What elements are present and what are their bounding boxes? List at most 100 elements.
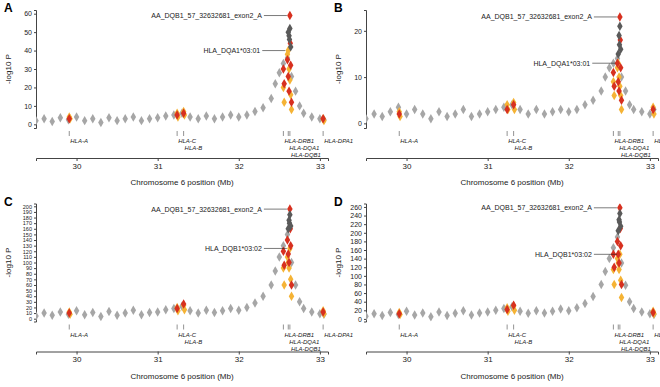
- y-tick-mark: [364, 276, 366, 277]
- point: [289, 97, 294, 106]
- x-tick-label: 33: [646, 355, 655, 364]
- point: [281, 64, 286, 73]
- x-tick: 30: [403, 352, 412, 365]
- y-tick-label: 80: [26, 271, 32, 277]
- annotation: AA_DQB1_57_32632681_exon2_A: [151, 12, 262, 20]
- point: [82, 310, 87, 319]
- point: [174, 304, 179, 313]
- point: [574, 303, 579, 312]
- y-tick: 30: [24, 66, 36, 73]
- point: [204, 306, 209, 315]
- x-axis-line: [37, 159, 329, 162]
- point: [320, 114, 325, 123]
- y-tick-label: 200: [23, 204, 32, 210]
- point: [147, 308, 152, 317]
- annotation-line: [594, 254, 617, 255]
- gene-label: HLA-DQB1: [621, 346, 651, 352]
- point: [288, 61, 293, 70]
- point: [288, 241, 293, 250]
- y-tick: 180: [23, 215, 36, 221]
- point: [452, 109, 457, 118]
- point: [195, 308, 200, 317]
- y-tick-mark: [364, 224, 366, 225]
- point: [297, 101, 302, 110]
- y-tick-mark: [364, 77, 366, 78]
- point: [542, 109, 547, 118]
- y-tick: 110: [23, 254, 36, 260]
- y-tick-mark: [34, 263, 36, 264]
- point: [397, 309, 402, 318]
- point: [558, 304, 563, 313]
- y-tick-label: 140: [23, 237, 32, 243]
- point: [114, 116, 119, 125]
- point: [611, 91, 616, 100]
- point: [639, 107, 644, 116]
- point: [616, 226, 621, 235]
- y-tick-mark: [34, 274, 36, 275]
- y-axis: 01020: [354, 11, 366, 129]
- annotation-line: [592, 63, 615, 64]
- gene-mark: [177, 325, 178, 330]
- panel-label: A: [4, 1, 13, 15]
- series: [397, 204, 656, 319]
- y-tick-mark: [34, 307, 36, 308]
- point: [412, 310, 417, 319]
- point: [582, 100, 587, 109]
- y-tick: 20: [354, 28, 366, 35]
- point: [477, 109, 482, 118]
- y-tick-label: 0: [358, 120, 362, 127]
- y-tick: 140: [350, 255, 366, 262]
- point: [286, 249, 291, 258]
- point: [627, 100, 632, 109]
- annotation: AA_DQB1_57_32632681_exon2_A: [481, 204, 592, 212]
- y-tick-label: 110: [23, 254, 32, 260]
- x-axis-title: Chromosome 6 position (Mb): [130, 178, 233, 187]
- y-tick: 0: [28, 121, 36, 128]
- point: [616, 77, 621, 86]
- y-tick: 190: [23, 209, 36, 215]
- point: [397, 109, 402, 118]
- point: [281, 247, 286, 256]
- gene-label: HLA-DQB1: [621, 152, 651, 158]
- x-axis: 30313233: [367, 158, 659, 171]
- annotation: AA_DQB1_57_32632681_exon2_A: [151, 206, 262, 214]
- y-tick: 10: [26, 310, 36, 316]
- x-tick-label: 30: [403, 162, 412, 171]
- gene-label: HLA-DPA1: [654, 138, 660, 144]
- point: [511, 100, 516, 109]
- y-tick-mark: [34, 291, 36, 292]
- point: [611, 280, 616, 289]
- point: [627, 297, 632, 306]
- y-tick: 50: [26, 288, 36, 294]
- y-tick: 260: [350, 204, 366, 211]
- y-tick-label: 60: [26, 282, 32, 288]
- y-tick-mark: [34, 268, 36, 269]
- y-tick-label: 180: [350, 238, 362, 245]
- x-tick-mark: [650, 158, 651, 161]
- x-tick-mark: [77, 352, 78, 355]
- x-tick-mark: [407, 158, 408, 161]
- point: [309, 307, 314, 316]
- point: [428, 312, 433, 321]
- y-tick-mark: [364, 284, 366, 285]
- series: [616, 209, 624, 236]
- series: [616, 21, 624, 58]
- point: [301, 109, 306, 118]
- annotation-line: [262, 50, 285, 51]
- y-tick-mark: [364, 250, 366, 251]
- y-tick: 30: [26, 299, 36, 305]
- y-axis-title: -log10 P: [4, 248, 13, 278]
- x-tick: 31: [154, 158, 163, 171]
- y-tick-label: 70: [26, 277, 32, 283]
- y-tick-label: 50: [24, 29, 32, 36]
- point: [252, 298, 257, 307]
- x-tick-label: 33: [646, 162, 655, 171]
- point: [90, 308, 95, 317]
- y-tick-mark: [364, 123, 366, 124]
- point: [195, 114, 200, 123]
- point: [444, 112, 449, 121]
- y-tick: 40: [26, 293, 36, 299]
- annotation: HLA_DQA1*03:01: [203, 47, 260, 55]
- point: [379, 112, 384, 121]
- point: [286, 27, 291, 36]
